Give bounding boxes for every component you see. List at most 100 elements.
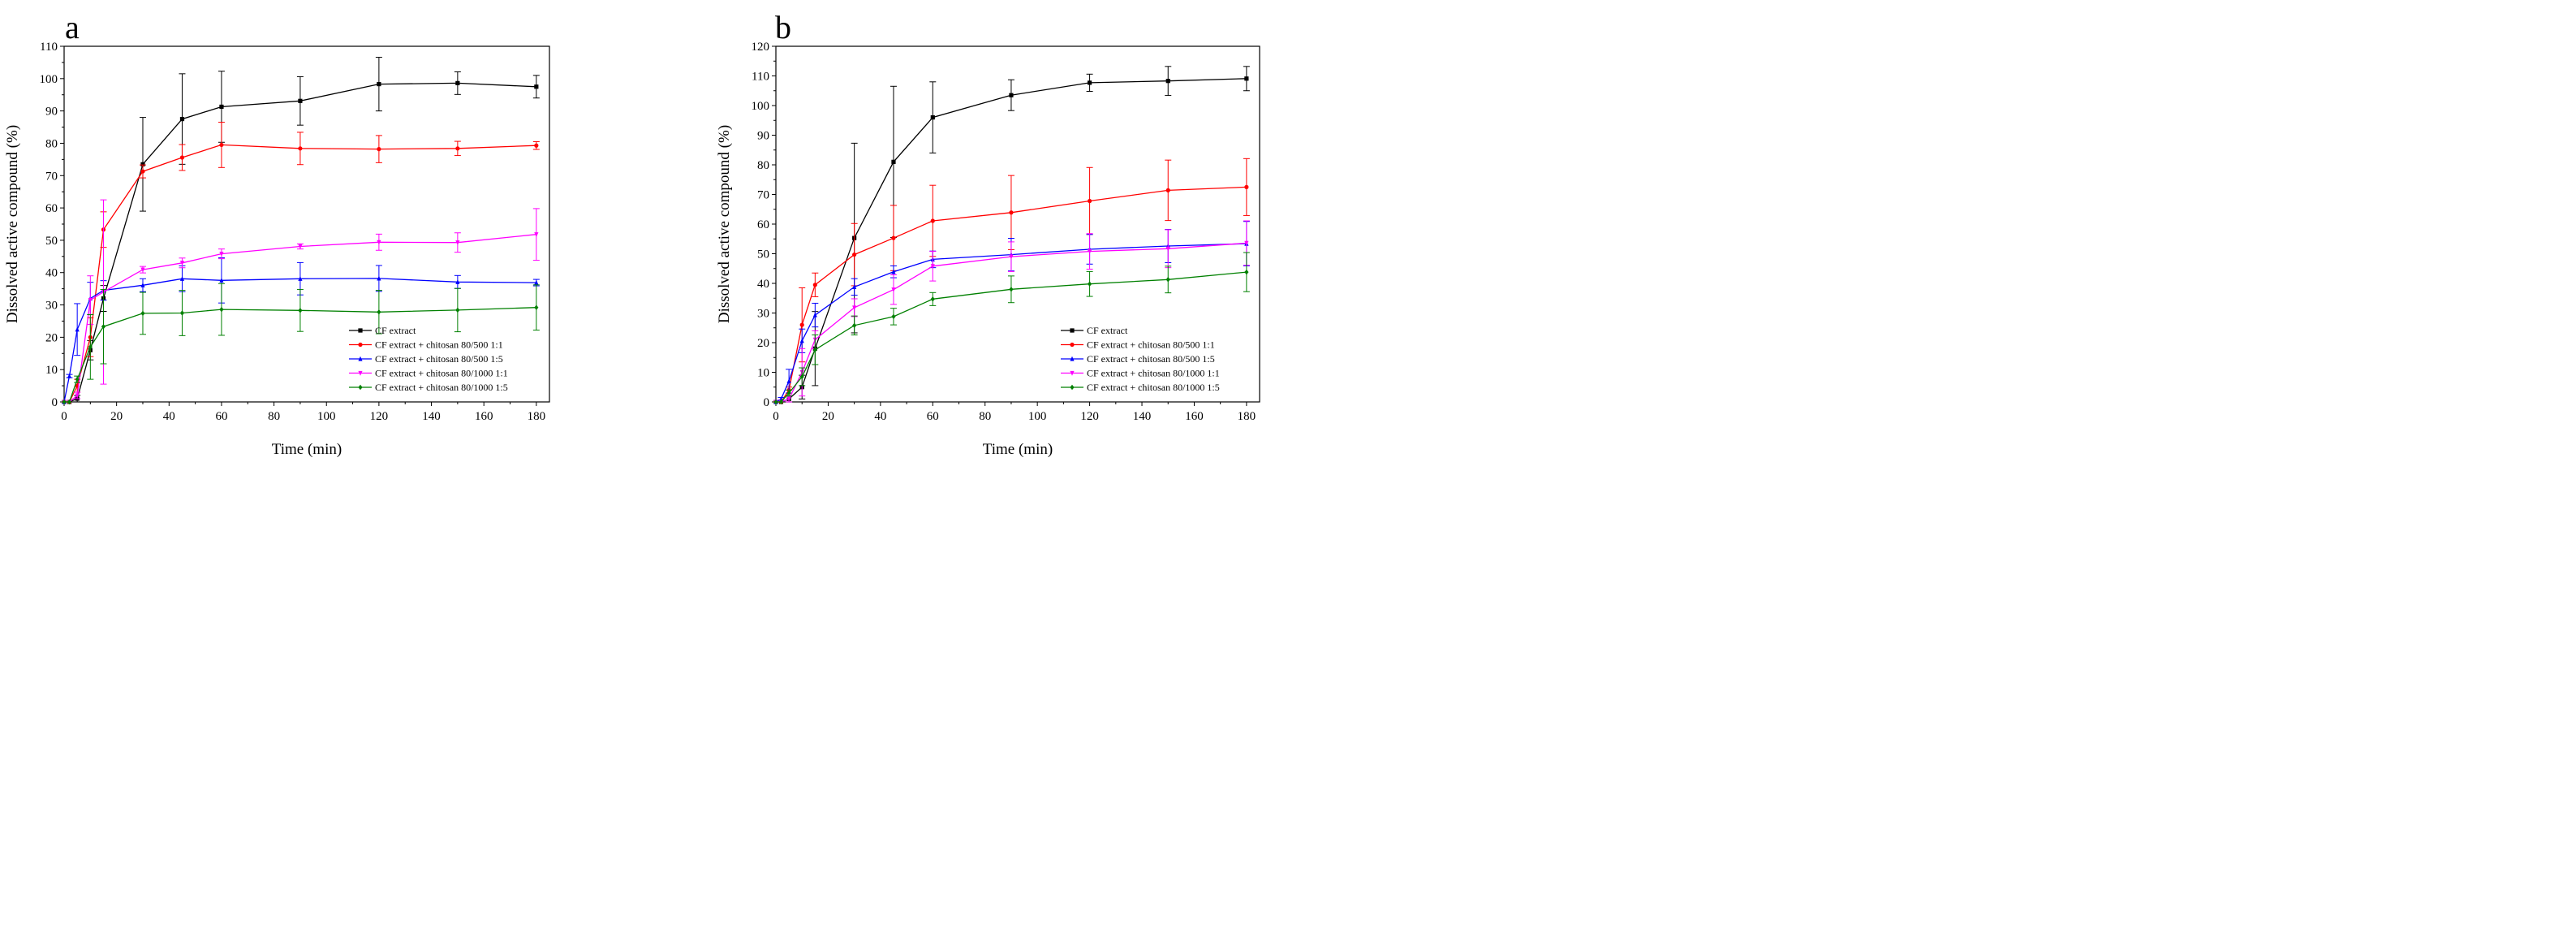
legend-marker (358, 370, 363, 376)
legend-marker-shape (358, 356, 363, 361)
x-tick-label: 180 (1238, 410, 1256, 423)
data-point (75, 393, 80, 399)
x-tick-label: 40 (874, 410, 886, 423)
data-point (799, 338, 804, 343)
legend-marker (1070, 370, 1075, 376)
x-axis-label-a: Time (min) (272, 441, 342, 458)
figure-canvas: 0 20 40 60 80 100 120 140 160 1800102030405060708… (4, 9, 1260, 458)
panel-a: 0 20 40 60 80 100 120 140 160 180 0 10 20 30 40 50 60 70 8… (4, 9, 550, 458)
panel-label-b: b (775, 9, 791, 45)
data-point (891, 313, 896, 320)
data-point (298, 308, 303, 313)
series-line (775, 243, 1247, 403)
data-point (930, 218, 935, 223)
data-point (377, 240, 381, 245)
data-point (140, 310, 145, 317)
data-point (786, 378, 791, 384)
data-point (1165, 246, 1170, 252)
data-point (1087, 198, 1092, 204)
y-tick-label: 10 (757, 367, 769, 380)
legend-marker (1070, 342, 1075, 348)
data-point (140, 162, 145, 166)
x-tick-label: 140 (422, 410, 441, 423)
legend-label: CF extract + chitosan 80/1000 1:1 (375, 368, 508, 379)
data-point (534, 84, 539, 89)
data-point (67, 373, 72, 378)
legend-marker-shape (1070, 342, 1075, 348)
legend-label: CF extract (375, 325, 416, 336)
x-axis-label-b: Time (min) (983, 441, 1053, 458)
data-point (930, 296, 935, 302)
data-point (101, 324, 106, 330)
y-tick-label: 60 (45, 202, 58, 215)
data-point (75, 376, 80, 382)
y-tick-label: 0 (52, 396, 58, 409)
legend-entry: CF extract (349, 325, 416, 336)
data-point (455, 240, 460, 245)
y-tick-label: 100 (752, 100, 770, 113)
y-tick-label: 110 (752, 71, 769, 84)
y-tick-label: 40 (45, 267, 58, 280)
legend-entry: CF extract + chitosan 80/500 1:5 (1061, 353, 1215, 365)
legend-label: CF extract + chitosan 80/1000 1:1 (1087, 368, 1220, 379)
y-tick-label: 50 (757, 248, 769, 261)
data-point (377, 275, 381, 281)
y-tick-label: 120 (752, 41, 770, 54)
legend-a: CF extract CF extract + chitosan 80/500 … (349, 325, 508, 393)
legend-entry: CF extract + chitosan 80/1000 1:1 (1061, 368, 1220, 379)
data-point (891, 269, 896, 274)
data-point (534, 143, 539, 148)
data-point (179, 261, 185, 266)
data-point (377, 81, 381, 87)
data-point (1009, 287, 1014, 292)
series-line (64, 307, 536, 403)
series-group-a (62, 57, 540, 405)
series-5 (62, 283, 540, 405)
y-tick-label: 40 (757, 278, 769, 291)
legend-b: CF extract CF extract + chitosan 80/500 … (1061, 325, 1220, 393)
x-tick-label: 160 (1185, 410, 1204, 423)
x-tick-label: 80 (268, 410, 280, 423)
data-point (812, 347, 817, 352)
legend-marker-shape (1070, 328, 1075, 333)
data-point (786, 390, 791, 396)
x-tick-label: 120 (1080, 410, 1099, 423)
data-point (298, 276, 303, 281)
y-tick-label: 70 (757, 189, 769, 202)
y-tick-label: 20 (45, 331, 58, 344)
series-line (63, 278, 536, 403)
data-point (534, 232, 539, 237)
data-point (852, 322, 857, 329)
data-point (852, 284, 857, 289)
data-point (179, 155, 185, 160)
x-tick-label: 20 (110, 410, 123, 423)
data-point (1087, 281, 1092, 287)
legend-marker (358, 356, 363, 361)
legend-entry: CF extract + chitosan 80/500 1:5 (349, 353, 503, 365)
data-point (455, 146, 460, 151)
x-tick-label: 100 (1028, 410, 1047, 423)
legend-label: CF extract + chitosan 80/500 1:1 (1087, 339, 1215, 351)
data-point (799, 374, 804, 380)
data-point (778, 399, 784, 405)
y-tick-label: 110 (40, 41, 58, 54)
data-point (88, 344, 93, 350)
series-line (776, 186, 1247, 403)
x-tick-label: 80 (979, 410, 991, 423)
legend-entry: CF extract + chitosan 80/500 1:1 (349, 339, 503, 351)
x-tick-label: 60 (215, 410, 227, 423)
data-point (891, 235, 896, 240)
data-point (930, 264, 935, 270)
data-point (1165, 277, 1170, 283)
data-point (377, 147, 381, 152)
data-point (140, 283, 145, 287)
data-point (298, 244, 303, 249)
series-5 (773, 252, 1250, 405)
legend-entry: CF extract + chitosan 80/1000 1:5 (349, 382, 508, 393)
legend-marker (1070, 328, 1075, 333)
panel-b: 0 20 40 60 80 100 120 140 160 180 0 10 20 30 40 50 60 70 8… (716, 9, 1260, 458)
legend-marker-shape (358, 328, 363, 333)
legend-label: CF extract + chitosan 80/1000 1:5 (375, 382, 508, 393)
x-tick-label: 0 (61, 410, 67, 423)
legend-marker (358, 342, 363, 348)
